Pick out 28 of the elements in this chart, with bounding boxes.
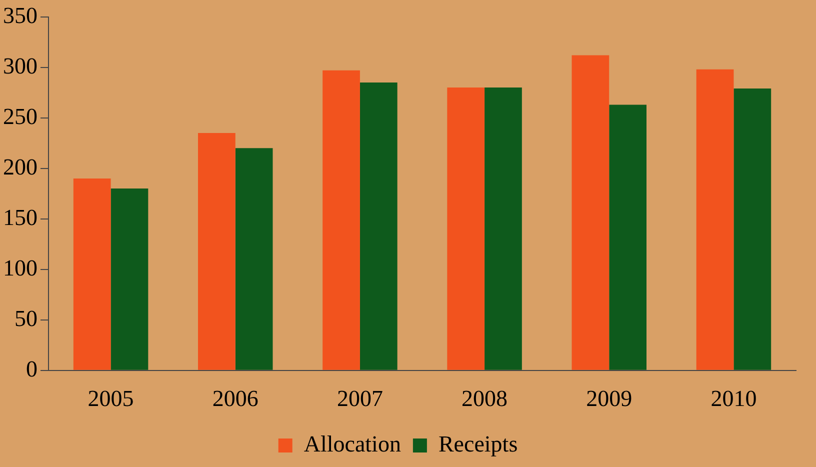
x-tick-label: 2007 xyxy=(336,386,383,412)
y-tick-label: 150 xyxy=(3,204,38,230)
x-tick-label: 2005 xyxy=(88,386,134,412)
legend-label: Receipts xyxy=(438,432,518,457)
bar xyxy=(110,188,148,370)
y-tick-label: 250 xyxy=(3,104,38,129)
y-tick-label: 0 xyxy=(26,356,38,382)
y-tick-label: 200 xyxy=(3,154,38,180)
bar xyxy=(322,70,360,370)
bar xyxy=(360,82,398,370)
x-tick-label: 2010 xyxy=(710,386,757,412)
x-tick-label: 2009 xyxy=(586,386,632,412)
x-tick-label: 2008 xyxy=(462,386,508,412)
bar xyxy=(73,178,111,370)
bar xyxy=(734,88,772,370)
bar xyxy=(484,88,522,370)
legend-label: Allocation xyxy=(304,432,402,457)
y-tick-label: 350 xyxy=(3,2,38,28)
bar xyxy=(447,88,485,370)
bar xyxy=(198,132,236,370)
bar xyxy=(696,69,734,370)
x-tick-label: 2006 xyxy=(212,386,258,412)
bar xyxy=(235,148,273,370)
y-tick-label: 100 xyxy=(3,255,38,280)
bar xyxy=(609,104,646,370)
y-tick-label: 300 xyxy=(3,53,38,78)
y-tick-label: 50 xyxy=(14,306,38,331)
bar xyxy=(572,55,610,370)
